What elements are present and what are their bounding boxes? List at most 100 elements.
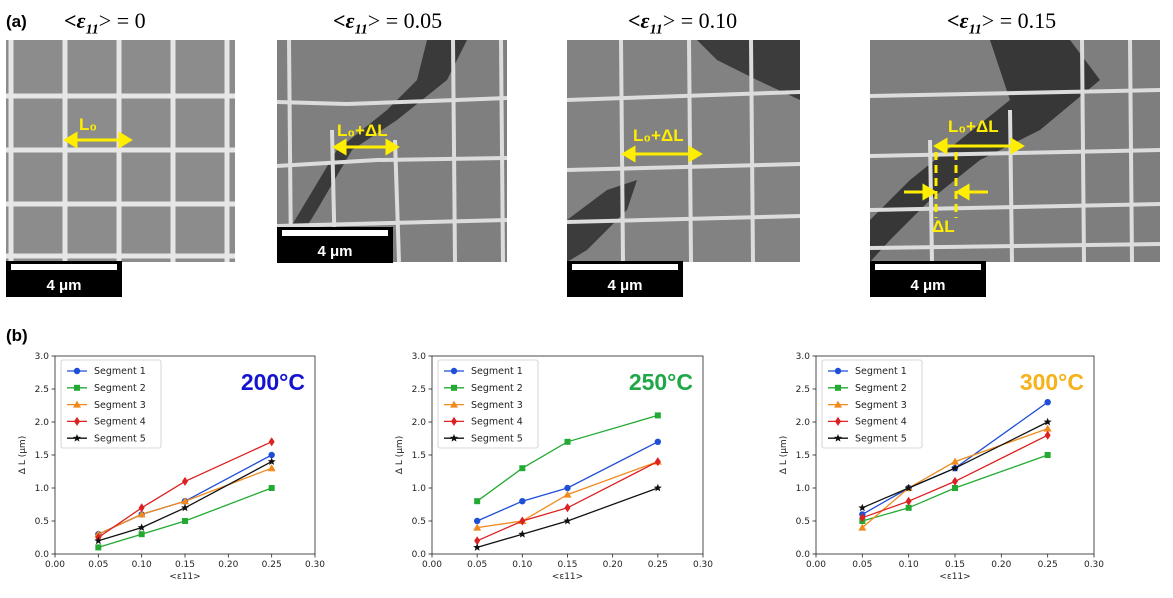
series-4: [95, 437, 275, 542]
data-point: [859, 513, 866, 523]
series-line: [862, 454, 1048, 522]
y-tick-label: 1.5: [35, 451, 49, 461]
legend-label: Segment 1: [94, 366, 146, 377]
data-point: [905, 496, 912, 506]
legend-marker: [450, 434, 458, 442]
length-label: L₀+ΔL: [633, 126, 684, 145]
y-tick-label: 0.0: [796, 550, 811, 560]
x-tick-label: 0.25: [648, 560, 668, 570]
x-tick-label: 0.20: [991, 560, 1011, 570]
series-5: [94, 457, 276, 545]
data-point: [519, 498, 526, 505]
data-point: [181, 503, 189, 512]
data-point: [564, 438, 571, 445]
strain-prefix: <ε: [628, 8, 650, 33]
legend-marker: [834, 367, 842, 375]
length-label: L₀: [79, 115, 97, 134]
data-point: [473, 523, 482, 531]
delta-marker-icon: [904, 152, 988, 218]
y-tick-label: 0.0: [35, 550, 50, 560]
y-tick-label: 3.0: [796, 352, 811, 362]
data-point: [1044, 399, 1051, 406]
y-tick-label: 3.0: [35, 352, 50, 362]
chart-200c: 0.00 0.05 0.10 0.15 0.20 0.25 0.30 0.0 0.5 1.0 1.5…: [0, 345, 390, 598]
scale-bar-label: 4 μm: [46, 277, 82, 294]
x-tick-label: 0.10: [512, 560, 532, 570]
series-1: [473, 438, 662, 525]
series-line: [476, 441, 659, 522]
series-line: [476, 461, 659, 542]
x-tick-label: 0.00: [45, 560, 65, 570]
micrograph-strain-005: L₀+ΔL: [277, 40, 507, 262]
chart-200c-svg: 0.00 0.05 0.10 0.15 0.20 0.25 0.30 0.0 0.5 1.0 1.5…: [18, 352, 325, 582]
y-tick-label: 1.0: [796, 484, 811, 494]
strain-sub: 11: [85, 22, 99, 38]
x-tick-label: 0.20: [603, 560, 623, 570]
scale-bar-label: 4 μm: [317, 243, 353, 260]
y-axis-label: Δ L (μm): [18, 436, 28, 474]
data-point: [858, 523, 867, 531]
data-point: [268, 437, 275, 447]
legend-box: [60, 359, 162, 449]
y-axis-label: Δ L (μm): [779, 436, 789, 474]
data-point: [474, 498, 481, 505]
legend-label: Segment 4: [94, 417, 146, 428]
x-tick-label: 0.05: [852, 560, 872, 570]
x-tick-label: 0.25: [1038, 560, 1058, 570]
data-point: [951, 464, 959, 472]
strain-sub: 11: [968, 22, 982, 38]
series-5: [473, 483, 662, 551]
y-tick-label: 2.5: [412, 385, 426, 395]
x-tick-label: 0.20: [218, 560, 238, 570]
series-5: [858, 417, 1052, 512]
data-point: [905, 504, 912, 511]
legend-marker: [450, 367, 458, 375]
strain-sub: 11: [354, 22, 368, 38]
data-point: [563, 516, 572, 525]
x-tick-label: 0.30: [693, 560, 713, 570]
length-label: L₀+ΔL: [337, 121, 388, 140]
y-tick-label: 2.0: [412, 418, 427, 428]
strain-prefix: <ε: [64, 8, 86, 33]
temperature-annotation: 300°C: [1020, 369, 1084, 395]
panel-label-b: (b): [6, 326, 28, 345]
scale-bar-4: 4 μm: [870, 261, 986, 297]
chart-250c: 0.00 0.05 0.10 0.15 0.20 0.25 0.30 0.0 0.5 1.0 1.5…: [390, 345, 780, 598]
legend-label: Segment 3: [94, 400, 146, 411]
strain-value: > = 0.10: [662, 8, 738, 33]
strain-title-2: <ε11> = 0.05: [333, 8, 442, 38]
data-point: [182, 518, 188, 524]
data-point: [474, 536, 481, 546]
strain-title-3: <ε11> = 0.10: [628, 8, 737, 38]
data-point: [654, 412, 661, 419]
x-tick-label: 0.30: [305, 560, 325, 570]
data-point: [654, 457, 661, 467]
data-point: [1044, 452, 1051, 458]
strain-value: > = 0.05: [367, 8, 443, 33]
data-point: [182, 476, 188, 486]
y-tick-label: 2.5: [796, 385, 810, 395]
length-arrow-icon: [933, 137, 1025, 155]
legend-marker: [835, 384, 841, 391]
series-line: [476, 414, 659, 502]
data-point: [268, 485, 275, 491]
delta-label: ΔL: [932, 217, 955, 236]
y-tick-label: 0.5: [412, 517, 426, 527]
series-line: [476, 487, 659, 549]
micrograph-strain-015: L₀+ΔL ΔL: [870, 40, 1160, 262]
legend-marker: [74, 416, 80, 426]
x-axis-label: <ε11>: [552, 572, 583, 582]
scale-bar-3: 4 μm: [567, 261, 683, 297]
x-tick-label: 0.00: [422, 560, 442, 570]
data-point: [267, 464, 276, 472]
scale-bar-1: 4 μm: [6, 261, 122, 297]
length-arrow-icon: [621, 145, 703, 163]
legend-label: Segment 2: [855, 383, 907, 394]
data-point: [952, 476, 958, 486]
legend: Segment 1 Segment 2 Segment 3 Segment 4 Segm…: [437, 359, 539, 449]
series-line: [98, 461, 272, 542]
panel-label-a: (a): [6, 12, 27, 31]
data-point: [268, 451, 275, 459]
data-point: [654, 438, 662, 445]
x-tick-label: 0.10: [899, 560, 919, 570]
